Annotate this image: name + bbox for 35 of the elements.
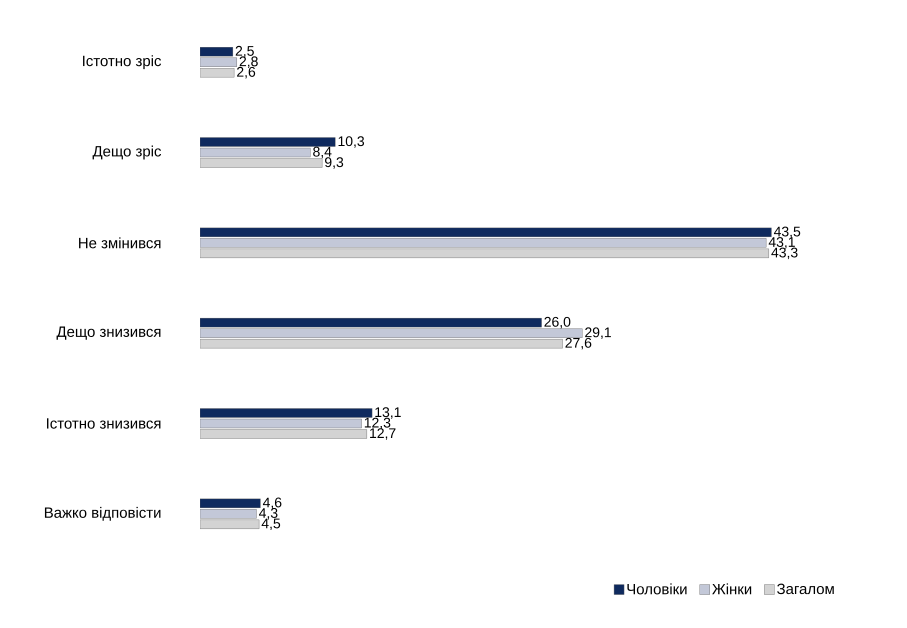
bar [200, 338, 563, 348]
data-label: 13,1 [375, 407, 401, 419]
data-label: 4,3 [258, 508, 278, 520]
data-label: 12,7 [370, 428, 396, 440]
data-label: 26,0 [544, 316, 570, 328]
legend-label: Загалом [777, 584, 834, 594]
y-tick-label: Дещо зріс [92, 146, 162, 160]
data-label: 2,6 [237, 66, 256, 78]
data-label: 4,6 [262, 498, 282, 510]
bar [200, 228, 772, 238]
data-label: 29,1 [585, 327, 611, 339]
data-label: 10,3 [338, 136, 364, 148]
data-label: 2,8 [240, 56, 258, 68]
bar [200, 68, 234, 78]
legend-label: Жінки [712, 583, 752, 594]
y-tick-label: Дещо знизився [56, 326, 160, 340]
bar [200, 520, 260, 530]
data-label: 8,4 [313, 146, 332, 158]
y-tick-label: Важко відповісти [44, 506, 160, 521]
data-label: 2,5 [236, 46, 254, 58]
data-label: 43,3 [771, 248, 798, 260]
data-label: 43,5 [774, 226, 800, 238]
data-label: 9,3 [325, 157, 344, 169]
bar [200, 248, 770, 258]
y-tick-label: Істотно зріс [83, 55, 162, 70]
data-label: 43,1 [768, 237, 795, 249]
y-tick-label: Істотно знизився [47, 418, 160, 429]
y-tick-label: Не змінився [79, 237, 160, 248]
bar [200, 318, 542, 328]
bar [200, 498, 261, 508]
data-label: 12,3 [364, 418, 390, 430]
legend-label: Чоловіки [627, 583, 687, 594]
data-label: 4,5 [262, 518, 280, 530]
data-label: 27,6 [565, 338, 592, 350]
bar [200, 47, 234, 56]
